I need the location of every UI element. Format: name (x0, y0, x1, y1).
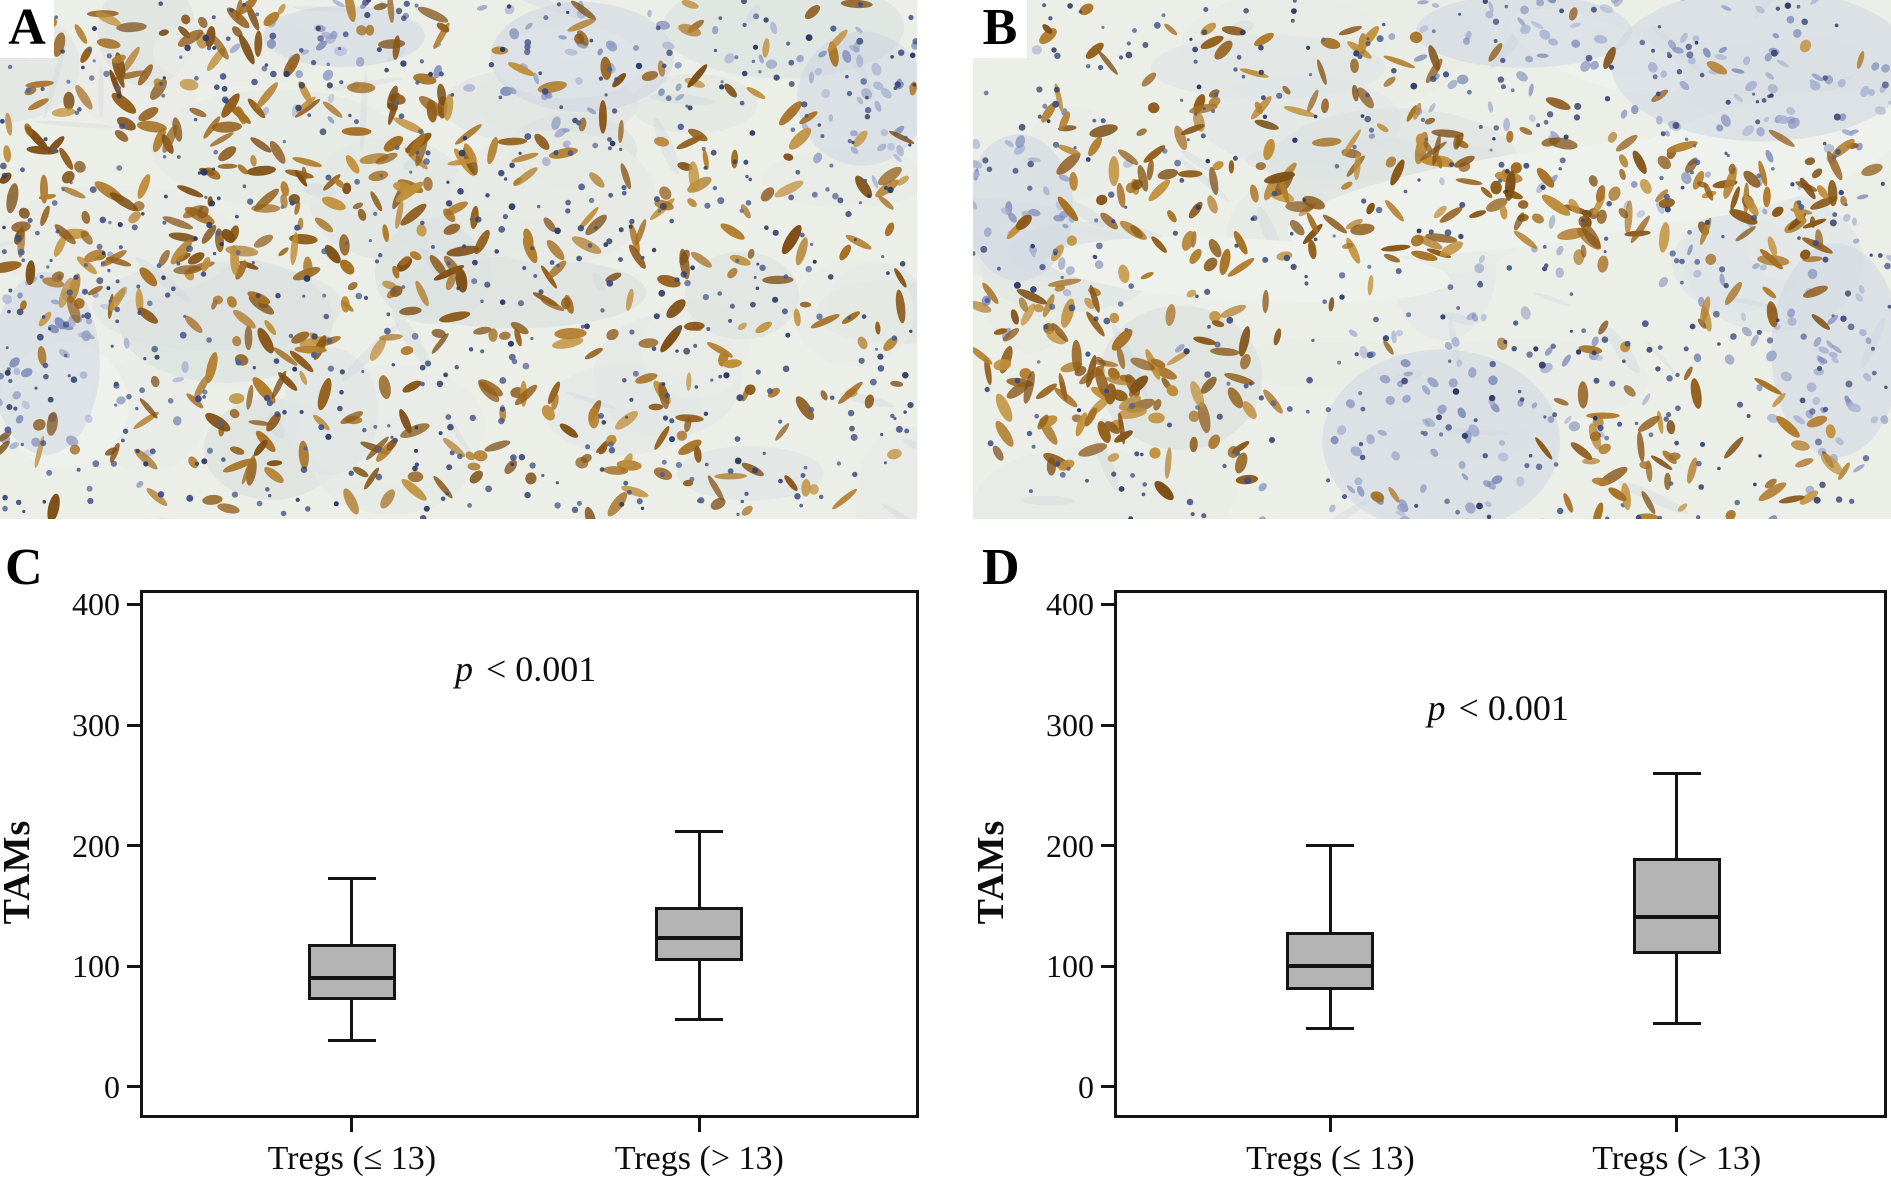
median-line (307, 976, 396, 981)
y-tick-label: 300 (72, 707, 120, 743)
iqr-box (307, 944, 396, 1000)
y-tick-label: 400 (1046, 586, 1094, 623)
y-axis-tick (1101, 723, 1114, 727)
whisker-upper-stem (1328, 845, 1332, 933)
whisker-lower-stem (1328, 990, 1332, 1029)
whisker-lower-cap (1652, 1022, 1701, 1026)
y-tick-label: 0 (104, 1068, 120, 1105)
whisker-upper-cap (675, 829, 724, 833)
y-tick-label: 200 (72, 827, 120, 864)
y-axis-tick (127, 602, 140, 606)
x-category-label: Tregs (> 13) (1592, 1140, 1762, 1177)
p-value-annotation: p < 0.001 (454, 649, 597, 689)
whisker-upper-cap (1306, 844, 1355, 848)
y-axis-tick (127, 844, 140, 848)
whisker-lower-stem (1675, 954, 1679, 1024)
median-line (1286, 964, 1375, 969)
y-axis-tick (1101, 1085, 1114, 1089)
y-axis-tick (127, 1085, 140, 1089)
x-axis-tick (350, 1118, 354, 1132)
median-line (655, 936, 744, 941)
histology-tissue-a-svg (0, 0, 917, 519)
y-tick-label: 400 (72, 586, 120, 623)
p-value-annotation: p < 0.001 (1427, 688, 1569, 728)
whisker-lower-cap (327, 1039, 376, 1043)
whisker-upper-cap (1652, 771, 1701, 775)
y-axis-title: TAMs (970, 819, 1012, 924)
whisker-upper-stem (697, 831, 701, 908)
panel-c-label: C (5, 539, 43, 596)
y-axis-title: TAMs (0, 819, 38, 924)
y-axis-tick (1101, 964, 1114, 968)
histology-image-a (0, 0, 917, 519)
panel-b-label: B (973, 0, 1027, 58)
histology-tissue-b-svg (973, 0, 1891, 519)
iqr-box (655, 907, 744, 962)
y-tick-label: 100 (72, 948, 120, 985)
plot-frame (140, 590, 919, 1118)
y-tick-label: 300 (1046, 707, 1094, 743)
panel-d-label: D (982, 539, 1020, 596)
whisker-lower-stem (350, 999, 354, 1041)
x-axis-tick (697, 1118, 701, 1132)
whisker-upper-cap (327, 876, 376, 880)
histology-image-b (973, 0, 1891, 519)
whisker-upper-stem (1675, 773, 1679, 858)
panel-a-label: A (0, 0, 54, 58)
y-tick-label: 100 (1046, 948, 1094, 985)
whisker-lower-stem (697, 961, 701, 1020)
y-axis-tick (127, 723, 140, 727)
y-tick-label: 0 (1078, 1068, 1094, 1105)
whisker-lower-cap (675, 1017, 724, 1021)
whisker-lower-cap (1306, 1027, 1355, 1031)
iqr-box (1632, 857, 1721, 955)
y-axis-tick (1101, 844, 1114, 848)
y-axis-tick (1101, 602, 1114, 606)
x-category-label: Tregs (≤ 13) (1246, 1140, 1415, 1177)
plot-frame (1114, 590, 1887, 1118)
y-axis-tick (127, 964, 140, 968)
whisker-upper-stem (350, 878, 354, 945)
x-axis-tick (1675, 1118, 1679, 1132)
median-line (1632, 914, 1721, 919)
x-category-label: Tregs (> 13) (614, 1140, 784, 1177)
x-category-label: Tregs (≤ 13) (267, 1140, 437, 1177)
y-tick-label: 200 (1046, 827, 1094, 864)
iqr-box (1286, 932, 1375, 991)
x-axis-tick (1328, 1118, 1332, 1132)
